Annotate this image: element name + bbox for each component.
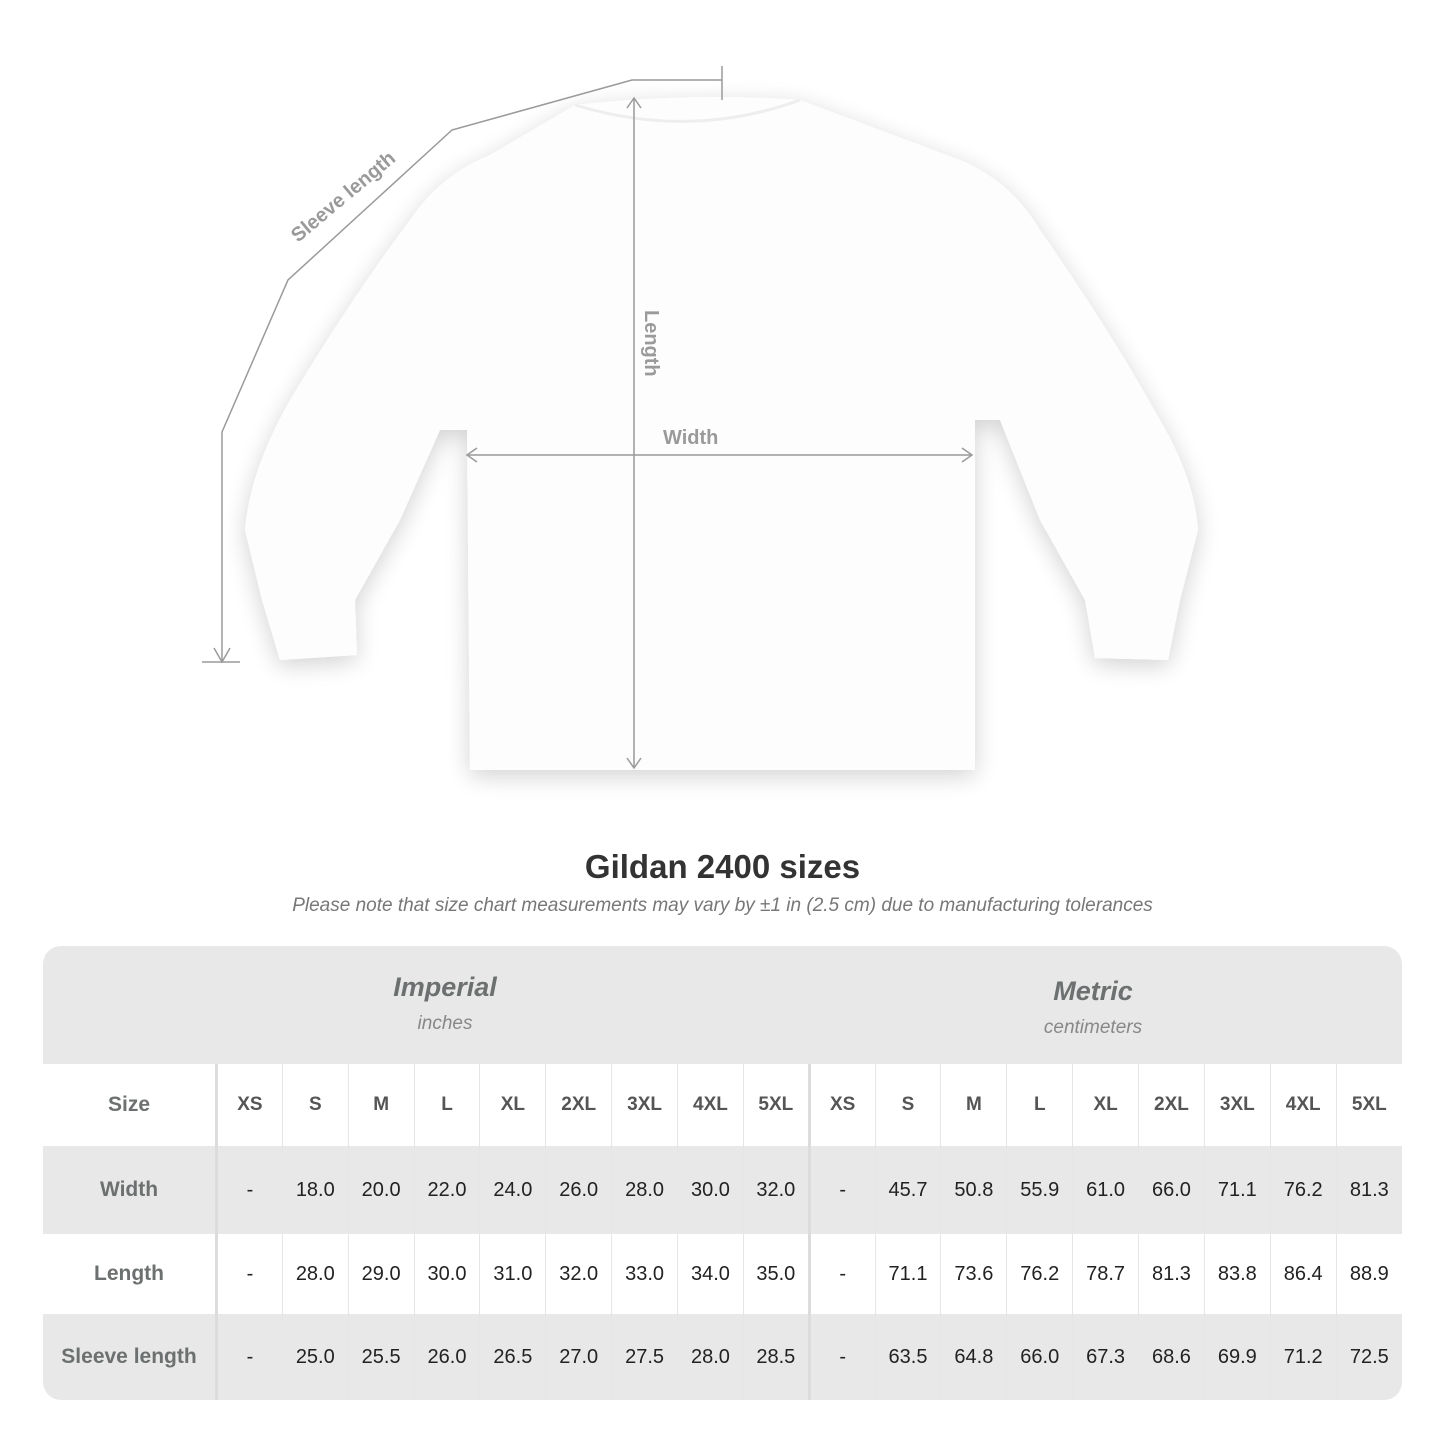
metric-value-cell: 76.2 [1269,1146,1337,1234]
metric-size-5xl: 5XL [1335,1064,1402,1146]
metric-value-cell: 71.1 [1203,1146,1271,1234]
metric-value-cell: 72.5 [1335,1314,1402,1400]
imperial-size-4xl: 4XL [677,1064,744,1146]
imperial-size-s: S [281,1064,349,1146]
table-row: Width -18.0 20.0 22.0 24.0 26.0 28.0 30.0 32.0-4… [43,1146,1402,1234]
row-label: Width [43,1146,218,1234]
imperial-value-cell: 33.0 [611,1234,678,1314]
shirt-diagram: Sleeve length Length Width [202,66,1198,770]
metric-value-cell: 78.7 [1072,1234,1139,1314]
imperial-value-cell: 34.0 [677,1234,744,1314]
metric-unit: centimeters [1043,1017,1143,1038]
metric-value-cell: - [807,1234,876,1314]
imperial-header: Imperial inches [295,972,595,1035]
imperial-size-3xl: 3XL [611,1064,678,1146]
imperial-value-cell: 18.0 [281,1146,349,1234]
metric-size-4xl: 4XL [1269,1064,1337,1146]
imperial-value-cell: 26.0 [545,1146,612,1234]
shirt-body [245,96,1198,770]
metric-value-cell: - [807,1146,876,1234]
size-grid: Size XS S M L XL 2XL 3XL 4XL 5XL XS S M L XL 2XL 3XL 4XL 5… [43,1064,1402,1400]
imperial-value-cell: 28.5 [742,1314,810,1400]
metric-value-cell: 73.6 [940,1234,1007,1314]
metric-value-cell: 66.0 [1006,1314,1073,1400]
imperial-value-cell: 28.0 [611,1146,678,1234]
imperial-unit: inches [417,1013,473,1034]
metric-size-m: M [940,1064,1007,1146]
imperial-value-cell: 28.0 [281,1234,349,1314]
metric-name: Metric [1053,976,1133,1006]
imperial-value-cell: 30.0 [413,1234,480,1314]
length-label: Length [640,310,662,377]
metric-value-cell: 63.5 [874,1314,941,1400]
metric-value-cell: 71.1 [874,1234,941,1314]
metric-value-cell: 81.3 [1335,1146,1402,1234]
imperial-value-cell: - [216,1234,283,1314]
metric-value-cell: 67.3 [1072,1314,1139,1400]
imperial-name: Imperial [393,972,497,1002]
metric-value-cell: 81.3 [1138,1234,1205,1314]
size-header-label: Size [43,1064,218,1146]
page-title: Gildan 2400 sizes [584,848,861,885]
metric-value-cell: 69.9 [1203,1314,1271,1400]
metric-size-l: L [1006,1064,1073,1146]
size-table: Imperial inches Metric centimeters Size X… [43,946,1402,1400]
imperial-value-cell: 27.0 [545,1314,612,1400]
row-label: Sleeve length [43,1314,218,1400]
table-row: Sleeve length -25.0 25.5 26.0 26.5 27.0 27.5 28… [43,1314,1402,1400]
imperial-value-cell: 32.0 [545,1234,612,1314]
imperial-value-cell: - [216,1314,283,1400]
row-label: Length [43,1234,218,1314]
imperial-value-cell: 25.0 [281,1314,349,1400]
imperial-value-cell: 30.0 [677,1146,744,1234]
imperial-value-cell: 28.0 [677,1314,744,1400]
imperial-value-cell: 32.0 [742,1146,810,1234]
imperial-value-cell: 27.5 [611,1314,678,1400]
metric-value-cell: 76.2 [1006,1234,1073,1314]
imperial-size-xs: XS [216,1064,283,1146]
metric-size-xs: XS [807,1064,876,1146]
imperial-size-l: L [413,1064,480,1146]
metric-value-cell: 55.9 [1006,1146,1073,1234]
imperial-size-xl: XL [479,1064,546,1146]
metric-value-cell: 86.4 [1269,1234,1337,1314]
imperial-value-cell: - [216,1146,283,1234]
imperial-value-cell: 26.5 [479,1314,546,1400]
imperial-value-cell: 25.5 [347,1314,415,1400]
metric-value-cell: 45.7 [874,1146,941,1234]
sleeve-length-label: Sleeve length [287,147,400,247]
metric-header: Metric centimeters [943,976,1243,1039]
tolerance-note: Please note that size chart measurements… [292,895,1153,916]
imperial-value-cell: 29.0 [347,1234,415,1314]
metric-value-cell: - [807,1314,876,1400]
metric-value-cell: 71.2 [1269,1314,1337,1400]
imperial-value-cell: 31.0 [479,1234,546,1314]
metric-size-2xl: 2XL [1138,1064,1205,1146]
metric-value-cell: 88.9 [1335,1234,1402,1314]
imperial-size-5xl: 5XL [742,1064,810,1146]
imperial-value-cell: 24.0 [479,1146,546,1234]
imperial-value-cell: 22.0 [413,1146,480,1234]
unit-header-band [43,946,1402,1064]
metric-value-cell: 68.6 [1138,1314,1205,1400]
metric-size-s: S [874,1064,941,1146]
imperial-value-cell: 35.0 [742,1234,810,1314]
metric-size-3xl: 3XL [1203,1064,1271,1146]
metric-size-xl: XL [1072,1064,1139,1146]
imperial-value-cell: 26.0 [413,1314,480,1400]
table-row: Length -28.0 29.0 30.0 31.0 32.0 33.0 34.0 35.0-… [43,1234,1402,1314]
imperial-value-cell: 20.0 [347,1146,415,1234]
sleeve-length-line [221,79,722,662]
metric-value-cell: 50.8 [940,1146,1007,1234]
width-label: Width [663,427,718,449]
metric-value-cell: 83.8 [1203,1234,1271,1314]
metric-value-cell: 64.8 [940,1314,1007,1400]
imperial-size-m: M [347,1064,415,1146]
metric-value-cell: 61.0 [1072,1146,1139,1234]
size-header-row: Size XS S M L XL 2XL 3XL 4XL 5XL XS S M L XL 2XL 3XL 4XL 5… [43,1064,1402,1146]
metric-value-cell: 66.0 [1138,1146,1205,1234]
imperial-size-2xl: 2XL [545,1064,612,1146]
